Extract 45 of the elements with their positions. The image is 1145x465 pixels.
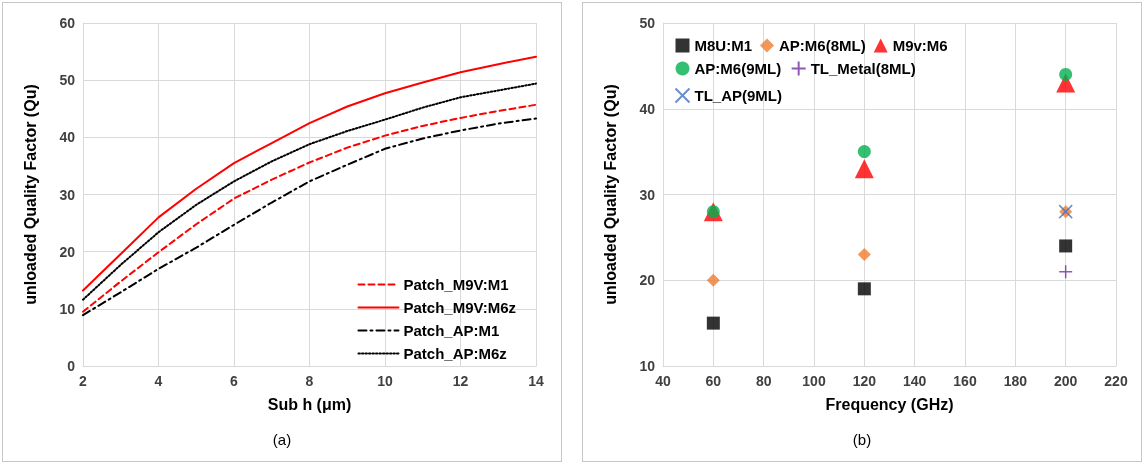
x-axis-title: Sub h (μm)	[267, 395, 352, 413]
text: (a)	[272, 431, 292, 448]
y-tick-label: 50	[59, 72, 76, 89]
y-axis-title: unloaded Quality Factor (Qu)	[21, 84, 39, 305]
y-tick-label: 10	[639, 358, 656, 374]
y-tick-label: 50	[639, 15, 656, 31]
x-tick-label: 200	[1053, 373, 1078, 389]
y-tick-label: 20	[59, 243, 76, 260]
y-tick-label: 0	[67, 358, 76, 374]
x-tick-label: 220	[1104, 373, 1128, 389]
legend-label: TL_Metal(8ML)	[810, 60, 916, 77]
x-tick-label: 6	[230, 373, 239, 389]
legend-label: AP:M6(9ML)	[694, 60, 782, 77]
legend-label: Patch_AP:M6z	[403, 345, 507, 362]
y-tick-label: 40	[59, 129, 76, 146]
y-tick-label: 30	[639, 186, 656, 203]
x-tick-label: 100	[802, 373, 826, 389]
legend-label: AP:M6(8ML)	[779, 37, 866, 54]
y-tick-label: 10	[59, 300, 76, 317]
y-tick-label: 60	[59, 15, 76, 31]
x-tick-label: 4	[154, 373, 163, 389]
legend-label: Patch_M9V:M6z	[403, 299, 517, 316]
x-tick-label: 180	[1003, 373, 1028, 389]
x-tick-label: 40	[655, 373, 671, 389]
x-tick-label: 160	[953, 373, 977, 389]
y-tick-label: 20	[639, 272, 656, 289]
legend-label: Patch_M9V:M1	[403, 276, 509, 293]
x-tick-label: 120	[852, 373, 877, 389]
y-tick-label: 40	[639, 100, 656, 117]
x-tick-label: 12	[452, 373, 469, 389]
x-axis-title: Frequency (GHz)	[825, 395, 954, 413]
y-tick-label: 30	[59, 186, 76, 203]
x-tick-label: 8	[305, 373, 314, 389]
y-axis-title: unloaded Quality Factor (Qu)	[601, 84, 619, 305]
x-tick-label: 140	[902, 373, 927, 389]
x-tick-label: 14	[528, 373, 544, 389]
text: (b)	[852, 431, 872, 448]
legend-label: M8U:M1	[694, 37, 753, 54]
x-tick-label: 2	[79, 373, 88, 389]
legend-label: TL_AP(9ML)	[694, 87, 782, 104]
x-tick-label: 80	[755, 373, 772, 389]
x-tick-label: 60	[705, 373, 722, 389]
legend-label: M9v:M6	[892, 37, 948, 54]
legend-label: Patch_AP:M1	[403, 322, 500, 339]
x-tick-label: 10	[377, 373, 393, 389]
